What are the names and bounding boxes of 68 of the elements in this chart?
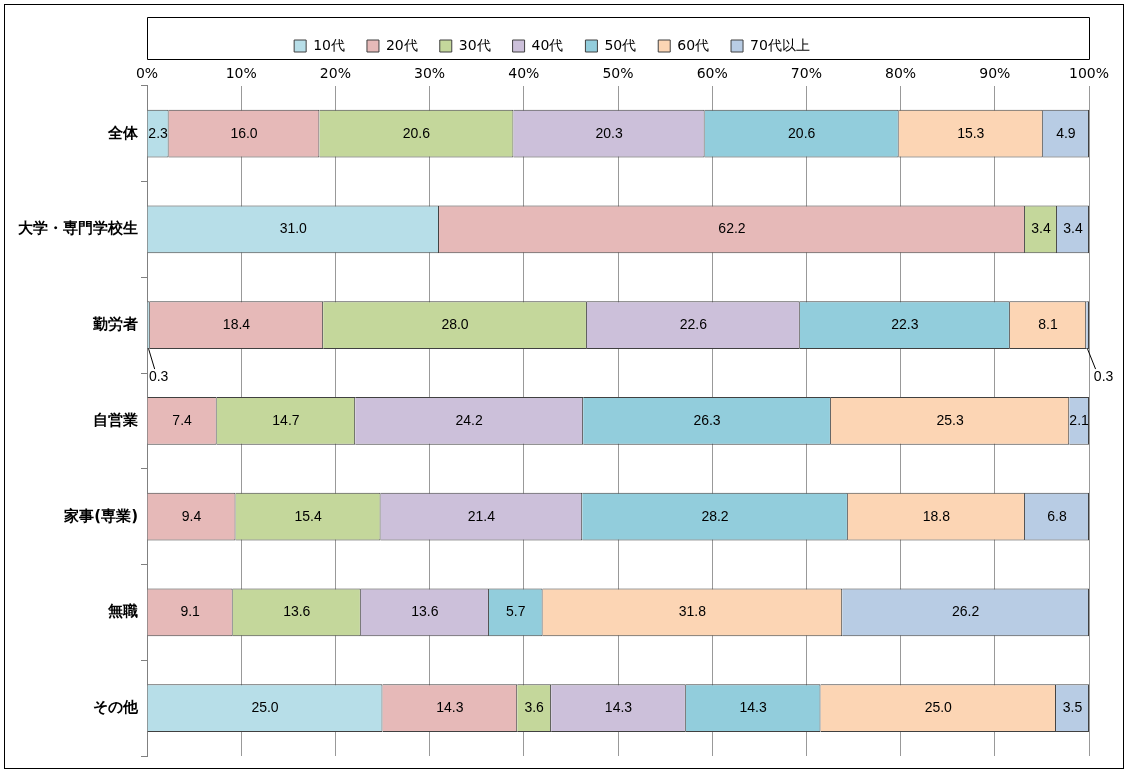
data-label: 2.1 [1069, 411, 1090, 428]
data-label: 62.2 [718, 220, 746, 237]
data-label: 9.1 [180, 603, 201, 620]
data-label: 13.6 [283, 603, 311, 620]
x-tick-label: 30% [414, 65, 446, 82]
x-tick-label: 10% [225, 65, 257, 82]
data-label: 20.3 [595, 124, 623, 141]
y-tick-label: 家事(専業) [63, 506, 138, 525]
x-tick-label: 40% [508, 65, 540, 82]
data-label: 26.3 [693, 411, 721, 428]
data-label: 18.8 [922, 507, 951, 524]
data-label: 22.6 [679, 316, 708, 333]
data-label: 28.2 [701, 507, 729, 524]
data-label: 31.8 [678, 603, 707, 620]
x-tick-label: 50% [602, 65, 634, 82]
data-label: 8.1 [1038, 316, 1058, 333]
data-label: 24.2 [455, 411, 483, 428]
data-label: 14.3 [436, 698, 464, 715]
data-label: 25.0 [924, 698, 953, 715]
data-label: 3.4 [1063, 220, 1083, 237]
y-tick-label: 自営業 [93, 410, 138, 429]
data-label: 4.9 [1056, 124, 1076, 141]
data-label: 7.4 [172, 411, 193, 428]
data-label: 18.4 [222, 316, 251, 333]
x-tick-label: 0% [135, 65, 159, 82]
legend-label: 20代 [385, 36, 418, 53]
x-tick-label: 80% [885, 65, 917, 82]
data-label: 14.3 [604, 698, 633, 715]
data-label: 3.6 [524, 698, 545, 715]
data-label: 16.0 [230, 124, 258, 141]
data-label: 15.4 [294, 507, 322, 524]
data-label: 0.3 [148, 367, 169, 384]
data-label: 22.3 [891, 316, 919, 333]
y-tick-label: 勤労者 [92, 315, 138, 334]
data-label: 0.3 [1093, 367, 1114, 384]
data-label: 3.5 [1062, 698, 1083, 715]
data-label: 21.4 [467, 507, 496, 524]
data-label: 2.3 [148, 124, 169, 141]
data-label: 25.3 [936, 411, 964, 428]
legend-label: 60代 [677, 36, 710, 53]
data-label: 14.3 [739, 698, 768, 715]
legend-label: 30代 [458, 36, 491, 53]
legend-label: 70代以上 [750, 36, 810, 53]
data-label: 9.4 [181, 507, 202, 524]
data-label: 20.6 [402, 124, 431, 141]
data-label: 13.6 [411, 603, 439, 620]
x-tick-label: 100% [1068, 65, 1110, 82]
y-tick-label: 全体 [107, 123, 139, 142]
data-label: 31.0 [279, 220, 308, 237]
x-tick-label: 70% [790, 65, 822, 82]
legend-label: 50代 [604, 36, 637, 53]
data-label: 15.3 [957, 124, 985, 141]
legend-label: 40代 [531, 36, 564, 53]
legend-label: 10代 [313, 36, 345, 53]
y-tick-label: その他 [93, 698, 139, 717]
data-label: 28.0 [441, 316, 469, 333]
x-tick-label: 20% [319, 65, 351, 82]
data-label: 25.0 [251, 698, 279, 715]
y-tick-label: 無職 [107, 602, 138, 621]
data-label: 14.7 [272, 411, 300, 428]
data-label: 26.2 [951, 603, 980, 620]
y-tick-label: 大学・専門学校生 [18, 219, 138, 238]
data-label: 3.4 [1031, 220, 1051, 237]
data-label: 20.6 [788, 124, 816, 141]
data-label: 6.8 [1047, 507, 1067, 524]
data-label: 5.7 [506, 603, 526, 620]
x-tick-label: 90% [979, 65, 1011, 82]
x-tick-label: 60% [696, 65, 728, 82]
